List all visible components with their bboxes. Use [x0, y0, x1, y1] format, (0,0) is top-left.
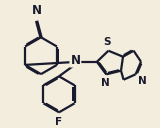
Text: N: N: [101, 78, 110, 88]
Text: N: N: [138, 76, 146, 86]
Text: F: F: [55, 117, 63, 127]
Text: N: N: [32, 4, 42, 17]
Text: N: N: [70, 54, 80, 67]
Text: S: S: [104, 37, 111, 47]
